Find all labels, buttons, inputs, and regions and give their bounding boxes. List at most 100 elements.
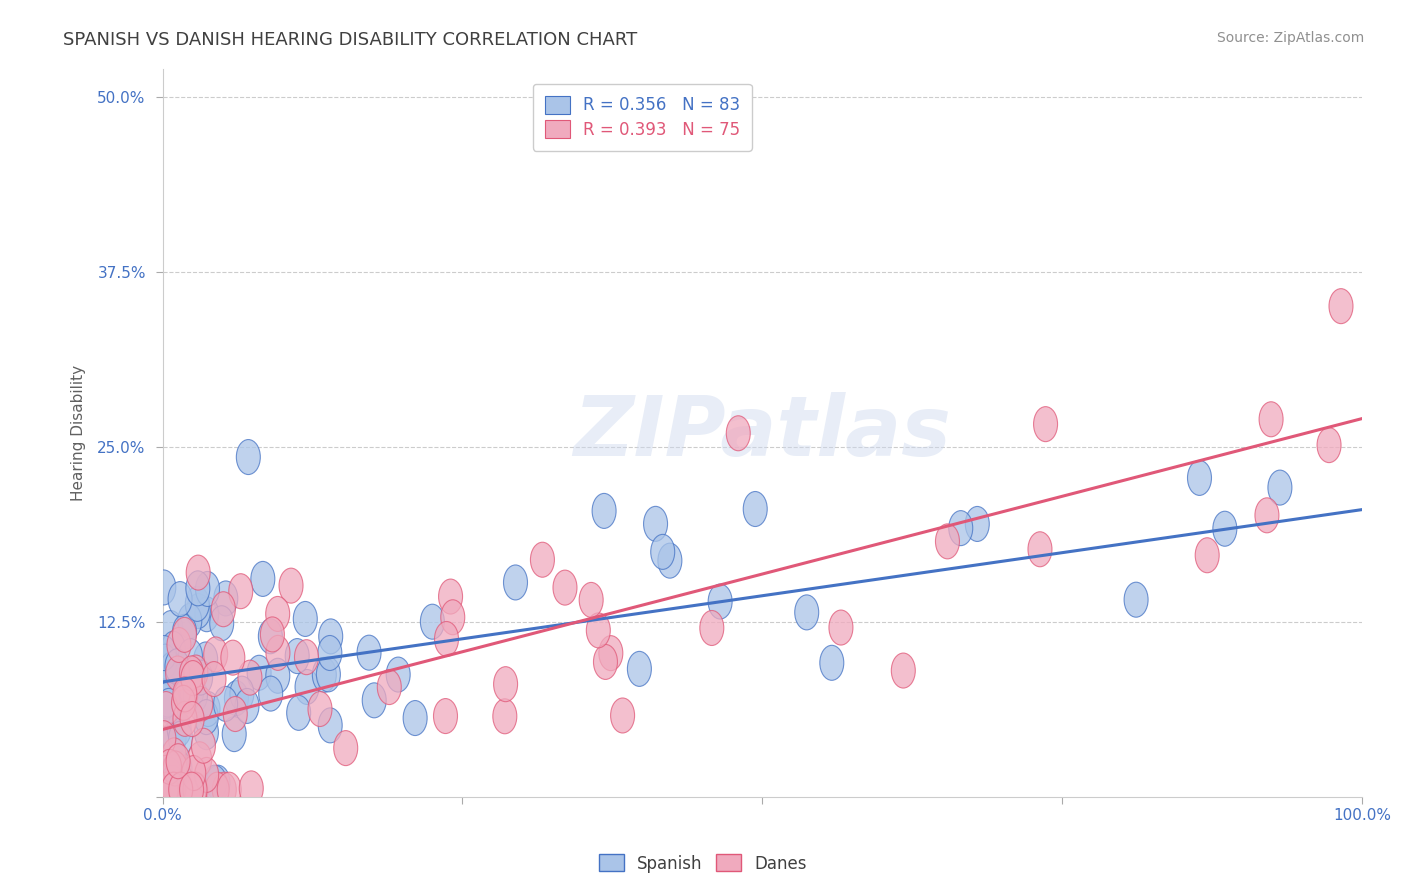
Ellipse shape — [180, 772, 204, 807]
Ellipse shape — [644, 507, 668, 541]
Ellipse shape — [162, 738, 186, 772]
Ellipse shape — [294, 640, 319, 674]
Ellipse shape — [1260, 401, 1284, 437]
Ellipse shape — [224, 697, 247, 731]
Ellipse shape — [202, 765, 226, 800]
Ellipse shape — [169, 722, 193, 756]
Ellipse shape — [166, 744, 190, 779]
Ellipse shape — [377, 670, 401, 705]
Ellipse shape — [599, 636, 623, 671]
Ellipse shape — [312, 657, 336, 692]
Ellipse shape — [205, 765, 231, 800]
Ellipse shape — [294, 601, 318, 637]
Ellipse shape — [830, 610, 853, 645]
Ellipse shape — [186, 555, 209, 591]
Ellipse shape — [217, 772, 242, 807]
Ellipse shape — [420, 604, 444, 640]
Ellipse shape — [180, 656, 204, 691]
Ellipse shape — [363, 682, 387, 718]
Ellipse shape — [247, 656, 271, 690]
Ellipse shape — [205, 772, 229, 807]
Ellipse shape — [318, 708, 342, 743]
Text: ZIPatlas: ZIPatlas — [574, 392, 952, 473]
Ellipse shape — [236, 440, 260, 475]
Ellipse shape — [186, 586, 209, 622]
Ellipse shape — [181, 661, 205, 696]
Ellipse shape — [1125, 582, 1149, 617]
Ellipse shape — [1195, 538, 1219, 573]
Ellipse shape — [387, 657, 411, 692]
Ellipse shape — [157, 749, 181, 784]
Ellipse shape — [593, 644, 617, 680]
Ellipse shape — [433, 698, 457, 733]
Ellipse shape — [1268, 470, 1292, 505]
Ellipse shape — [160, 688, 184, 723]
Ellipse shape — [152, 570, 176, 605]
Ellipse shape — [173, 677, 197, 712]
Ellipse shape — [658, 543, 682, 578]
Ellipse shape — [553, 570, 576, 605]
Ellipse shape — [935, 524, 959, 559]
Ellipse shape — [503, 565, 527, 600]
Ellipse shape — [222, 716, 246, 752]
Ellipse shape — [169, 751, 193, 786]
Ellipse shape — [153, 730, 177, 764]
Ellipse shape — [181, 756, 205, 790]
Ellipse shape — [153, 691, 179, 727]
Ellipse shape — [250, 561, 274, 597]
Ellipse shape — [709, 584, 733, 619]
Ellipse shape — [744, 491, 768, 526]
Ellipse shape — [494, 666, 517, 702]
Ellipse shape — [194, 642, 218, 677]
Ellipse shape — [180, 701, 204, 737]
Ellipse shape — [179, 772, 202, 807]
Ellipse shape — [167, 627, 191, 663]
Ellipse shape — [173, 701, 197, 737]
Ellipse shape — [727, 416, 751, 450]
Ellipse shape — [333, 731, 357, 765]
Ellipse shape — [440, 599, 465, 635]
Ellipse shape — [167, 712, 191, 747]
Ellipse shape — [162, 721, 186, 756]
Ellipse shape — [188, 742, 212, 777]
Ellipse shape — [891, 653, 915, 688]
Legend: R = 0.356   N = 83, R = 0.393   N = 75: R = 0.356 N = 83, R = 0.393 N = 75 — [533, 84, 752, 151]
Ellipse shape — [209, 606, 233, 640]
Ellipse shape — [152, 636, 176, 671]
Ellipse shape — [266, 658, 290, 693]
Y-axis label: Hearing Disability: Hearing Disability — [72, 365, 86, 500]
Ellipse shape — [592, 493, 616, 528]
Ellipse shape — [165, 648, 188, 684]
Ellipse shape — [194, 714, 218, 749]
Ellipse shape — [160, 765, 184, 800]
Ellipse shape — [162, 632, 186, 666]
Ellipse shape — [235, 689, 259, 723]
Ellipse shape — [173, 673, 197, 707]
Ellipse shape — [627, 651, 651, 686]
Ellipse shape — [194, 597, 219, 632]
Ellipse shape — [172, 685, 195, 721]
Ellipse shape — [439, 579, 463, 614]
Ellipse shape — [259, 619, 283, 654]
Ellipse shape — [160, 652, 184, 687]
Ellipse shape — [260, 617, 284, 652]
Ellipse shape — [195, 572, 219, 607]
Ellipse shape — [820, 645, 844, 681]
Ellipse shape — [153, 683, 177, 718]
Ellipse shape — [183, 772, 207, 807]
Ellipse shape — [225, 681, 249, 715]
Ellipse shape — [157, 689, 181, 723]
Text: SPANISH VS DANISH HEARING DISABILITY CORRELATION CHART: SPANISH VS DANISH HEARING DISABILITY COR… — [63, 31, 637, 49]
Ellipse shape — [194, 757, 219, 792]
Ellipse shape — [160, 667, 184, 702]
Ellipse shape — [794, 595, 818, 630]
Ellipse shape — [266, 597, 290, 632]
Ellipse shape — [1033, 407, 1057, 442]
Ellipse shape — [308, 691, 332, 726]
Ellipse shape — [159, 611, 183, 646]
Ellipse shape — [188, 687, 212, 722]
Ellipse shape — [169, 772, 193, 807]
Ellipse shape — [153, 644, 177, 679]
Ellipse shape — [184, 655, 208, 690]
Ellipse shape — [212, 772, 236, 807]
